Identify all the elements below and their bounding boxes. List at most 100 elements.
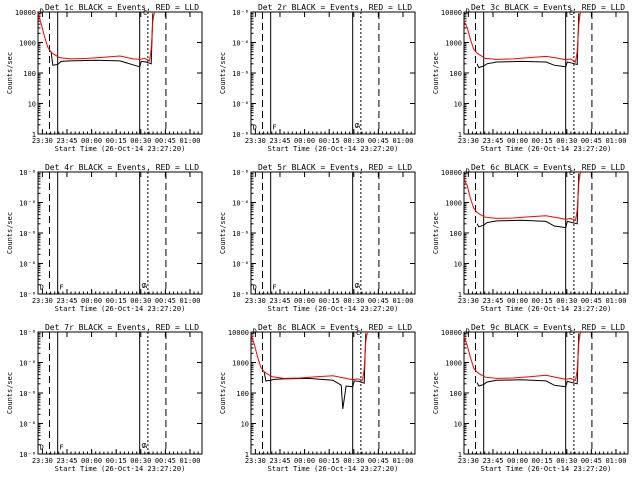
panel-1: Det 1c BLACK = Events, RED = LLD10000100… xyxy=(6,3,203,153)
events-series-line xyxy=(476,333,580,388)
x-tick-label: 01:00 xyxy=(179,457,200,465)
x-tick-label: 23:30 xyxy=(32,137,53,145)
y-tick-label: 1 xyxy=(32,131,36,139)
y-tick-label: 10⁻⁶ xyxy=(232,9,249,17)
x-tick-label: 00:30 xyxy=(556,297,577,305)
x-tick-label: 00:00 xyxy=(81,297,102,305)
x-axis-label: Start Time (26-Oct-14 23:27:20) xyxy=(481,145,612,153)
y-tick-label: 1 xyxy=(458,291,462,299)
annotation-letter: D xyxy=(466,327,470,335)
y-tick-label: 10⁻⁶ xyxy=(19,390,36,398)
x-tick-label: 23:45 xyxy=(482,137,503,145)
y-tick-label: 10⁻⁶ xyxy=(232,200,249,208)
x-tick-label: 00:00 xyxy=(507,137,528,145)
x-tick-label: 01:00 xyxy=(605,297,626,305)
x-tick-label: 23:45 xyxy=(56,457,77,465)
y-axis-label: Counts/sec xyxy=(219,212,227,254)
x-axis-label: Start Time (26-Oct-14 23:27:20) xyxy=(55,145,186,153)
annotation-letter: D xyxy=(40,284,44,292)
x-tick-label: 00:45 xyxy=(368,457,389,465)
y-tick-label: 10 xyxy=(241,421,249,429)
x-tick-label: 00:30 xyxy=(556,457,577,465)
y-axis-label: Counts/sec xyxy=(219,372,227,414)
annotation-letter: D xyxy=(40,444,44,452)
y-tick-label: 10⁻⁶ xyxy=(19,261,36,269)
x-tick-label: 00:15 xyxy=(532,137,553,145)
events-series-line xyxy=(476,13,580,69)
panel-title: Det 4r BLACK = Events, RED = LLD xyxy=(45,163,199,172)
lld-series-line xyxy=(463,331,581,381)
y-axis-label: Counts/sec xyxy=(219,52,227,94)
y-tick-label: 10000 xyxy=(441,329,462,337)
annotation-letter: C xyxy=(141,442,145,450)
x-tick-label: 23:30 xyxy=(458,137,479,145)
panel-6: Det 6c BLACK = Events, RED = LLD10000100… xyxy=(432,163,629,313)
y-tick-label: 1000 xyxy=(19,40,36,48)
x-axis-label: Start Time (26-Oct-14 23:27:20) xyxy=(481,465,612,473)
x-axis-label: Start Time (26-Oct-14 23:27:20) xyxy=(55,465,186,473)
y-tick-label: 10000 xyxy=(441,169,462,177)
x-tick-label: 00:45 xyxy=(581,457,602,465)
y-tick-label: 1 xyxy=(245,451,249,459)
x-tick-label: 23:30 xyxy=(245,457,266,465)
lld-series-line xyxy=(463,11,581,63)
x-tick-label: 00:45 xyxy=(155,457,176,465)
panel-title: Det 5r BLACK = Events, RED = LLD xyxy=(258,163,412,172)
plot-frame xyxy=(37,11,203,135)
x-axis-label: Start Time (26-Oct-14 23:27:20) xyxy=(481,305,612,313)
x-tick-label: 00:15 xyxy=(106,457,127,465)
y-tick-label: 10⁻⁶ xyxy=(232,230,249,238)
x-tick-label: 00:15 xyxy=(106,137,127,145)
y-tick-label: 10⁻⁶ xyxy=(232,291,249,299)
x-tick-label: 00:15 xyxy=(319,457,340,465)
plot-frame xyxy=(37,171,203,295)
annotation-letter: C xyxy=(569,329,573,337)
y-tick-label: 10⁻⁶ xyxy=(19,329,36,337)
panel-title: Det 6c BLACK = Events, RED = LLD xyxy=(471,163,625,172)
panel-4: Det 4r BLACK = Events, RED = LLD 10⁻⁶ 10⁻⁶… xyxy=(6,163,203,313)
x-tick-label: 00:30 xyxy=(343,137,364,145)
y-tick-label: 1000 xyxy=(445,200,462,208)
x-tick-label: 00:15 xyxy=(532,457,553,465)
x-tick-label: 01:00 xyxy=(605,457,626,465)
y-tick-label: 10⁻⁶ xyxy=(232,101,249,109)
y-tick-label: 1000 xyxy=(445,40,462,48)
annotation-letter: A xyxy=(143,282,148,290)
y-tick-label: 100 xyxy=(449,70,462,78)
y-tick-label: 100 xyxy=(23,70,36,78)
lld-series-line xyxy=(250,331,368,381)
y-tick-label: 10⁻⁶ xyxy=(19,421,36,429)
plot-frame xyxy=(250,331,416,455)
y-axis-label: Counts/sec xyxy=(432,372,440,414)
x-tick-label: 01:00 xyxy=(392,457,413,465)
annotation-letter: C xyxy=(354,122,358,130)
events-series-line xyxy=(263,333,367,409)
plot-frame xyxy=(250,11,416,135)
x-tick-label: 01:00 xyxy=(179,137,200,145)
annotation-letter: C xyxy=(569,169,573,177)
y-tick-label: 10⁻⁶ xyxy=(19,230,36,238)
x-tick-label: 23:45 xyxy=(482,457,503,465)
x-tick-label: 23:30 xyxy=(458,297,479,305)
x-tick-label: 00:00 xyxy=(294,137,315,145)
annotation-letter: C xyxy=(356,329,360,337)
y-tick-label: 10⁻⁶ xyxy=(232,169,249,177)
annotation-letter: F xyxy=(59,444,63,452)
x-tick-label: 00:00 xyxy=(507,297,528,305)
y-axis-label: Counts/sec xyxy=(432,212,440,254)
y-tick-label: 1000 xyxy=(232,360,249,368)
y-tick-label: 10⁻⁶ xyxy=(19,360,36,368)
annotation-letter: D xyxy=(253,327,257,335)
plot-frame xyxy=(463,171,629,295)
x-tick-label: 01:00 xyxy=(392,297,413,305)
y-tick-label: 1 xyxy=(458,131,462,139)
y-tick-label: 10000 xyxy=(441,9,462,17)
x-tick-label: 01:00 xyxy=(179,297,200,305)
x-tick-label: 23:30 xyxy=(458,457,479,465)
x-tick-label: 23:45 xyxy=(56,137,77,145)
y-tick-label: 10⁻⁶ xyxy=(232,131,249,139)
x-tick-label: 01:00 xyxy=(392,137,413,145)
x-tick-label: 00:45 xyxy=(155,297,176,305)
annotation-letter: C xyxy=(141,282,145,290)
y-axis-label: Counts/sec xyxy=(432,52,440,94)
